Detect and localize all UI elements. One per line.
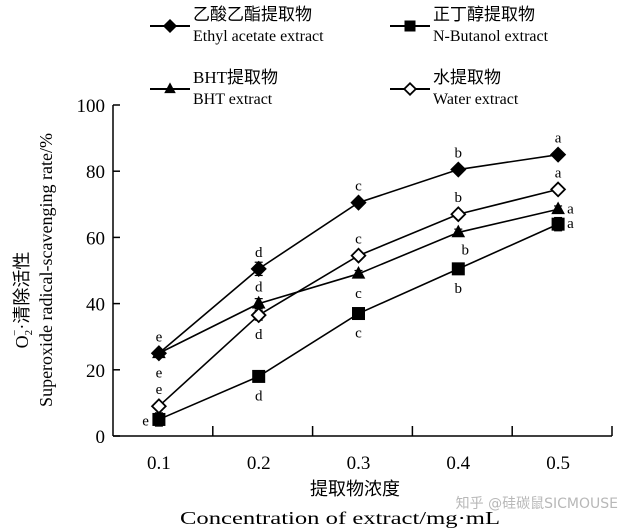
significance-label: c [355,232,362,248]
data-point [450,206,467,223]
x-tick-label: 0.4 [446,453,470,474]
significance-label: b [455,146,463,162]
x-tick-label: 0.3 [347,453,371,474]
significance-label: b [455,281,463,297]
legend-label-cn: 乙酸乙酯提取物 [193,5,312,24]
legend-marker [162,18,178,34]
legend: 乙酸乙酯提取物 Ethyl acetate extract 正丁醇提取物 N-Buta… [150,5,549,108]
y-title-rest: ·清除活性 [12,252,32,330]
data-point [451,224,466,238]
data-point [450,161,467,178]
significance-label: c [355,179,362,195]
series-layer: e d c b a e d c b a e d c b a e d c b a [142,131,574,430]
data-point [252,369,266,383]
y-axis-title-cn: O2−·清除活性 [9,252,35,349]
legend-item: BHT提取物 BHT extract [150,68,278,108]
legend-item: 正丁醇提取物 N-Butanol extract [390,5,549,45]
significance-label: a [567,201,574,217]
series-n-butanol-extract: e d c b a [142,216,574,429]
data-point [352,307,365,321]
significance-label: a [567,216,574,232]
legend-label-cn: BHT提取物 [193,68,278,87]
y-tick-label: 40 [86,295,105,316]
significance-label: b [462,242,470,258]
y-tick-label: 80 [86,162,105,183]
legend-marker [404,20,416,32]
data-point [451,262,465,276]
x-axis-title-cn: 提取物浓度 [310,479,400,499]
y-title-o: O [12,335,32,348]
data-point [152,412,166,426]
data-point [350,247,367,264]
x-tick-label: 0.5 [546,453,570,474]
legend-label-cn: 正丁醇提取物 [433,5,535,24]
data-point [550,146,567,163]
significance-label: d [255,280,263,296]
data-point [251,295,266,309]
x-axis-title: Concentration of extract/mg·mL [180,508,500,528]
significance-label: e [156,382,163,398]
legend-label: Ethyl acetate extract [193,28,324,45]
data-point [250,260,267,277]
y-tick-label: 0 [96,427,106,448]
significance-label: a [555,165,562,181]
y-axis-title: Superoxide radical-scavenging rate/% [36,133,56,407]
legend-label: Water extract [433,91,519,108]
data-point [551,201,565,215]
significance-label: d [255,245,263,261]
series-bht-extract: e d c b a [152,201,574,381]
y-title-sub: 2 [23,330,35,336]
legend-marker [164,82,176,94]
data-point [150,398,167,415]
axis-titles: O2−·清除活性 Superoxide radical-scavenging r… [9,133,618,528]
x-tick-label: 0.1 [147,453,171,474]
significance-label: e [156,329,163,345]
y-tick-label: 20 [86,361,105,382]
data-point [550,181,567,198]
significance-label: a [555,131,562,147]
data-point [152,345,166,359]
data-point [350,194,367,211]
legend-item: 乙酸乙酯提取物 Ethyl acetate extract [150,5,324,45]
legend-label: N-Butanol extract [433,28,549,45]
legend-label-cn: 水提取物 [433,68,501,87]
data-point [351,266,366,279]
series-ethyl-acetate-extract: e d c b a [150,131,567,362]
y-tick-label: 100 [77,96,106,117]
significance-label: c [355,286,362,302]
watermark: 知乎 @硅碳鼠SICMOUSE [456,495,618,512]
significance-label: c [355,326,362,342]
significance-label: b [455,190,463,206]
axes: 0 20 40 60 80 100 0.1 0.2 0.3 0.4 0.5 [77,96,613,474]
x-tick-label: 0.2 [247,453,271,474]
significance-label: e [156,365,163,381]
y-title-sup: − [9,330,21,336]
data-point [551,217,565,231]
legend-marker [402,81,418,97]
legend-item: 水提取物 Water extract [390,68,519,108]
series-water-extract: e d c b a [150,165,567,415]
data-point [250,307,267,324]
significance-label: d [255,327,263,343]
significance-label: e [142,413,149,429]
y-tick-label: 60 [86,228,105,249]
significance-label: d [255,388,263,404]
legend-label: BHT extract [193,91,273,108]
